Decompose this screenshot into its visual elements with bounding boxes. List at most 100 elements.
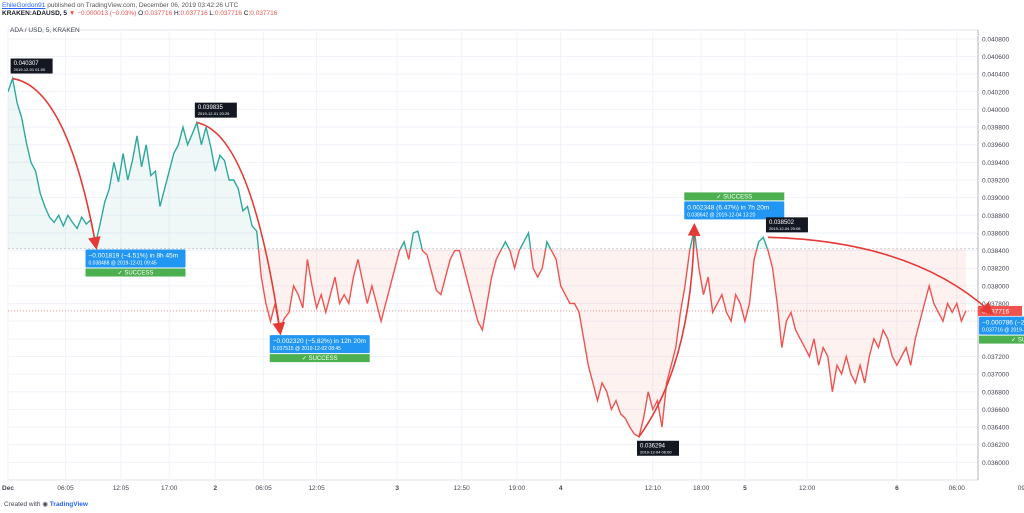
- y-tick-label: 0.039600: [982, 142, 1009, 149]
- brand-label[interactable]: TradingView: [49, 501, 88, 508]
- price-line-down: [257, 248, 967, 438]
- publish-info: published on TradingView.com, December 0…: [47, 2, 239, 9]
- close-label: C:: [243, 10, 251, 17]
- x-tick-label: 06:00: [949, 485, 966, 492]
- y-tick-label: 0.040000: [982, 107, 1009, 114]
- extreme-price-label: 0.040307: [14, 61, 40, 67]
- move-info-box: [684, 201, 785, 220]
- extreme-date-label: 2019-12-01 01:00: [14, 67, 46, 72]
- extreme-tag: [636, 440, 679, 456]
- move-change-label: −0.001819 (−4.51%) in 8h 45m: [89, 253, 179, 260]
- move-detail-label: 0.037515 @ 2019-12-02 08:45: [273, 346, 341, 352]
- down-arrow-icon: ▼: [68, 10, 76, 17]
- x-tick-label: 12:50: [454, 485, 471, 492]
- price-line-up: [8, 75, 769, 249]
- chart-legend: ADA / USD, 5, KRAKEN: [10, 27, 80, 34]
- x-tick-label: 12:00: [799, 485, 816, 492]
- x-tick-label: 4: [559, 485, 563, 492]
- high-value: 0.037716: [180, 10, 208, 17]
- success-badge: [85, 268, 186, 277]
- low-label: L:: [209, 10, 215, 17]
- move-arrow: [767, 236, 994, 315]
- x-tick-label: 18:00: [693, 485, 710, 492]
- x-tick-label: 12:10: [645, 485, 662, 492]
- author-link[interactable]: EhileGordon91: [2, 2, 46, 9]
- y-tick-label: 0.039200: [982, 178, 1009, 185]
- low-value: 0.037716: [214, 10, 242, 17]
- move-change-label: 0.002348 (6.47%) in 7h 20m: [687, 204, 769, 211]
- footer: Created with ◉ TradingView: [4, 500, 88, 508]
- move-detail-label: 0.038642 @ 2019-12-04 13:20: [687, 212, 755, 218]
- move-info-box: [85, 249, 186, 268]
- success-badge: [684, 192, 785, 201]
- chart-header: EhileGordon91 published on TradingView.c…: [2, 2, 277, 18]
- success-badge: [269, 354, 370, 363]
- y-tick-label: 0.039400: [982, 160, 1009, 167]
- success-label: ✓ SUCCESS: [1011, 338, 1024, 344]
- x-tick-label: 2: [213, 485, 217, 492]
- y-tick-label: 0.040200: [982, 89, 1009, 96]
- x-tick-label: 3: [395, 485, 399, 492]
- open-value: 0.037716: [145, 10, 173, 17]
- y-tick-label: 0.040800: [982, 36, 1009, 43]
- extreme-date-label: 2019-12-04 06:00: [640, 449, 672, 454]
- x-tick-label: 6: [895, 485, 899, 492]
- extreme-tag: [10, 58, 53, 74]
- extreme-tag: [765, 217, 808, 233]
- y-tick-label: 0.037200: [982, 354, 1009, 361]
- y-tick-label: 0.038000: [982, 283, 1009, 290]
- tradingview-logo-icon: ◉: [42, 501, 48, 508]
- x-tick-label: 5: [743, 485, 747, 492]
- y-tick-label: 0.040400: [982, 72, 1009, 79]
- y-tick-label: 0.038800: [982, 213, 1009, 220]
- extreme-date-label: 2019-12-01 20:25: [198, 111, 230, 116]
- y-tick-label: 0.038400: [982, 248, 1009, 255]
- y-tick-label: 0.037800: [982, 301, 1009, 308]
- extreme-price-label: 0.036294: [640, 443, 666, 449]
- y-tick-label: 0.038200: [982, 266, 1009, 273]
- move-info-box: [269, 335, 370, 354]
- move-arrow: [12, 77, 101, 250]
- area-fill-up: [8, 78, 768, 249]
- move-detail-label: 0.038488 @ 2019-12-01 09:45: [89, 261, 157, 267]
- success-label: ✓ SUCCESS: [118, 271, 154, 277]
- y-tick-label: 0.036400: [982, 425, 1009, 432]
- y-tick-label: 0.036200: [982, 442, 1009, 449]
- extreme-date-label: 2019-12-04 20:05: [769, 226, 801, 231]
- y-tick-label: 0.040600: [982, 54, 1009, 61]
- price-change: −0.000013 (−0.03%): [77, 10, 137, 17]
- success-label: ✓ SUCCESS: [302, 356, 338, 362]
- extreme-price-label: 0.039835: [198, 105, 224, 111]
- y-tick-label: 0.036600: [982, 407, 1009, 414]
- move-arrow: [638, 223, 701, 438]
- move-change-label: −0.002320 (−5.82%) in 12h 20m: [273, 338, 366, 345]
- last-price-label: 0.037716: [982, 308, 1009, 315]
- success-label: ✓ SUCCESS: [716, 194, 752, 200]
- created-with-label: Created with: [4, 501, 41, 508]
- move-detail-label: 0.037716 @ 2019-12-06 03:30: [982, 328, 1024, 334]
- y-tick-label: 0.039000: [982, 195, 1009, 202]
- symbol-label: KRAKEN:ADAUSD, 5: [2, 10, 68, 17]
- close-value: 0.037716: [250, 10, 278, 17]
- x-tick-label: 12:05: [308, 485, 325, 492]
- success-badge: [979, 335, 1024, 344]
- y-tick-label: 0.039800: [982, 125, 1009, 132]
- high-label: H:: [173, 10, 181, 17]
- x-tick-label: Dec: [2, 485, 14, 492]
- x-tick-label: 06:05: [255, 485, 272, 492]
- move-info-box: [979, 316, 1024, 335]
- y-tick-label: 0.036000: [982, 460, 1009, 467]
- extreme-tag: [194, 102, 237, 118]
- move-change-label: −0.000786 (−2.04%) in 1d 7h 25m: [982, 320, 1024, 327]
- x-tick-label: 06:05: [57, 485, 74, 492]
- y-tick-label: 0.037000: [982, 372, 1009, 379]
- x-tick-label: 12:05: [113, 485, 130, 492]
- extreme-price-label: 0.038502: [769, 220, 795, 226]
- last-price-tag: [978, 305, 1022, 316]
- move-arrow: [196, 121, 286, 336]
- x-tick-label: 19:00: [509, 485, 526, 492]
- x-tick-label: 09:00: [1018, 485, 1024, 492]
- x-tick-label: 17:00: [161, 485, 178, 492]
- open-label: O:: [138, 10, 146, 17]
